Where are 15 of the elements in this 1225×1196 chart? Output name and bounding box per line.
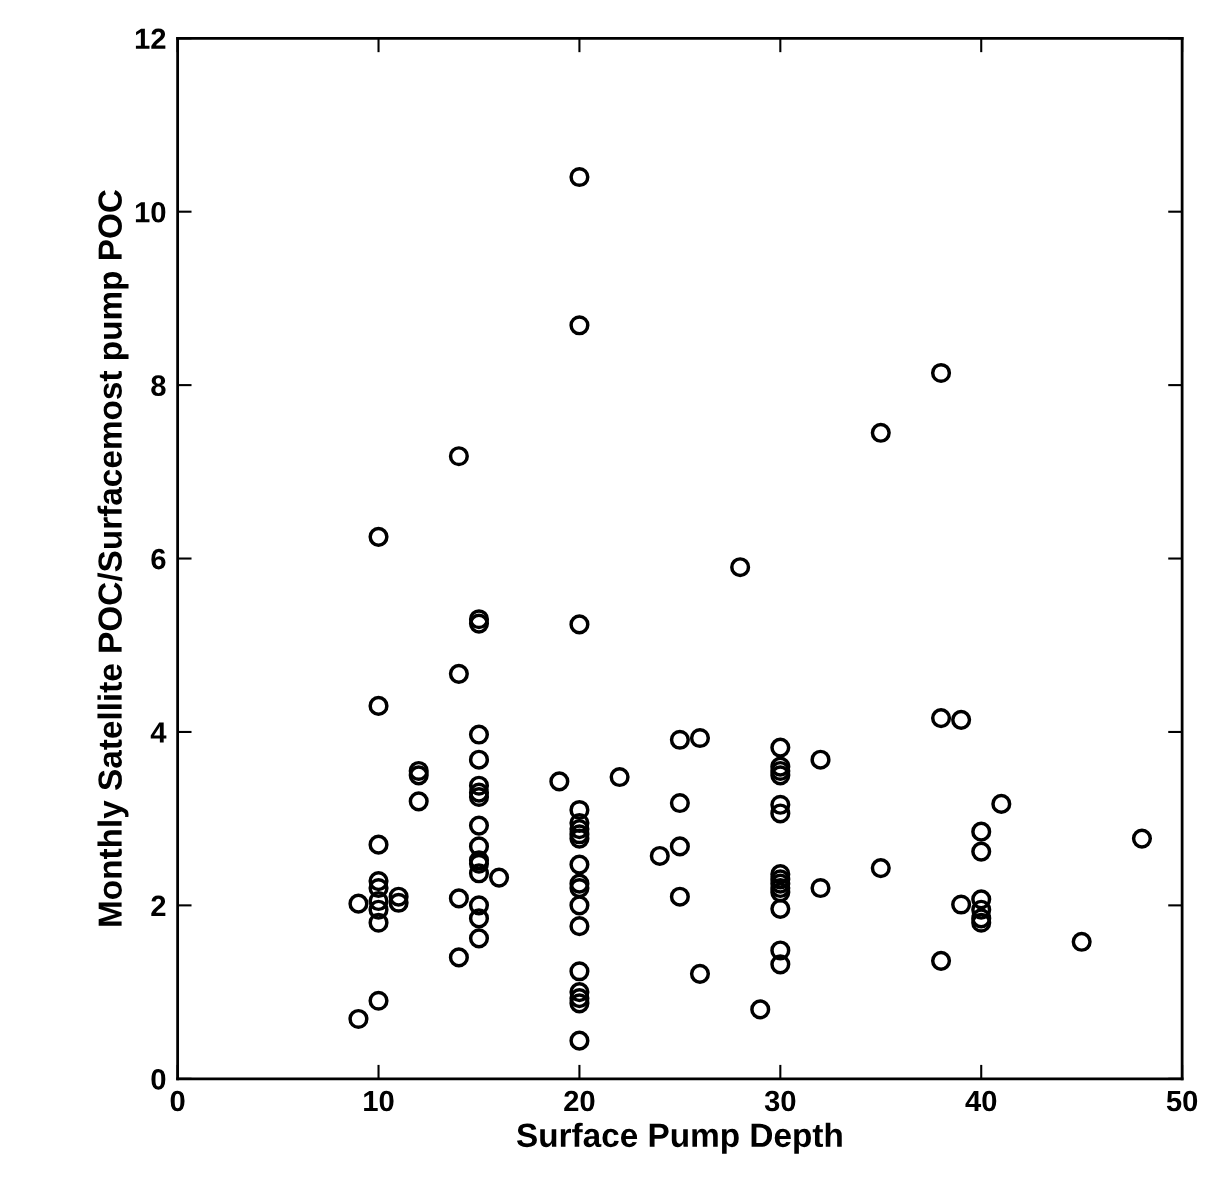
x-tick-label: 50	[1166, 1090, 1198, 1112]
y-tick-label: 10	[135, 201, 166, 223]
x-tick-label: 0	[170, 1090, 185, 1112]
y-axis-title: Monthly Satellite POC/Surfacemost pump POC	[97, 189, 129, 926]
x-tick-label: 20	[564, 1090, 595, 1112]
x-tick-label: 10	[364, 1090, 394, 1112]
y-tick-label: 12	[135, 28, 166, 49]
y-tick-label: 2	[151, 895, 166, 916]
y-tick-label: 0	[151, 1068, 166, 1090]
x-axis-title: Surface Pump Depth	[516, 1122, 842, 1154]
y-tick-label: 8	[151, 375, 166, 396]
y-tick-label: 6	[151, 548, 166, 570]
x-tick-label: 40	[965, 1090, 997, 1112]
x-tick-label: 30	[764, 1090, 796, 1112]
y-tick-label: 4	[150, 722, 167, 743]
